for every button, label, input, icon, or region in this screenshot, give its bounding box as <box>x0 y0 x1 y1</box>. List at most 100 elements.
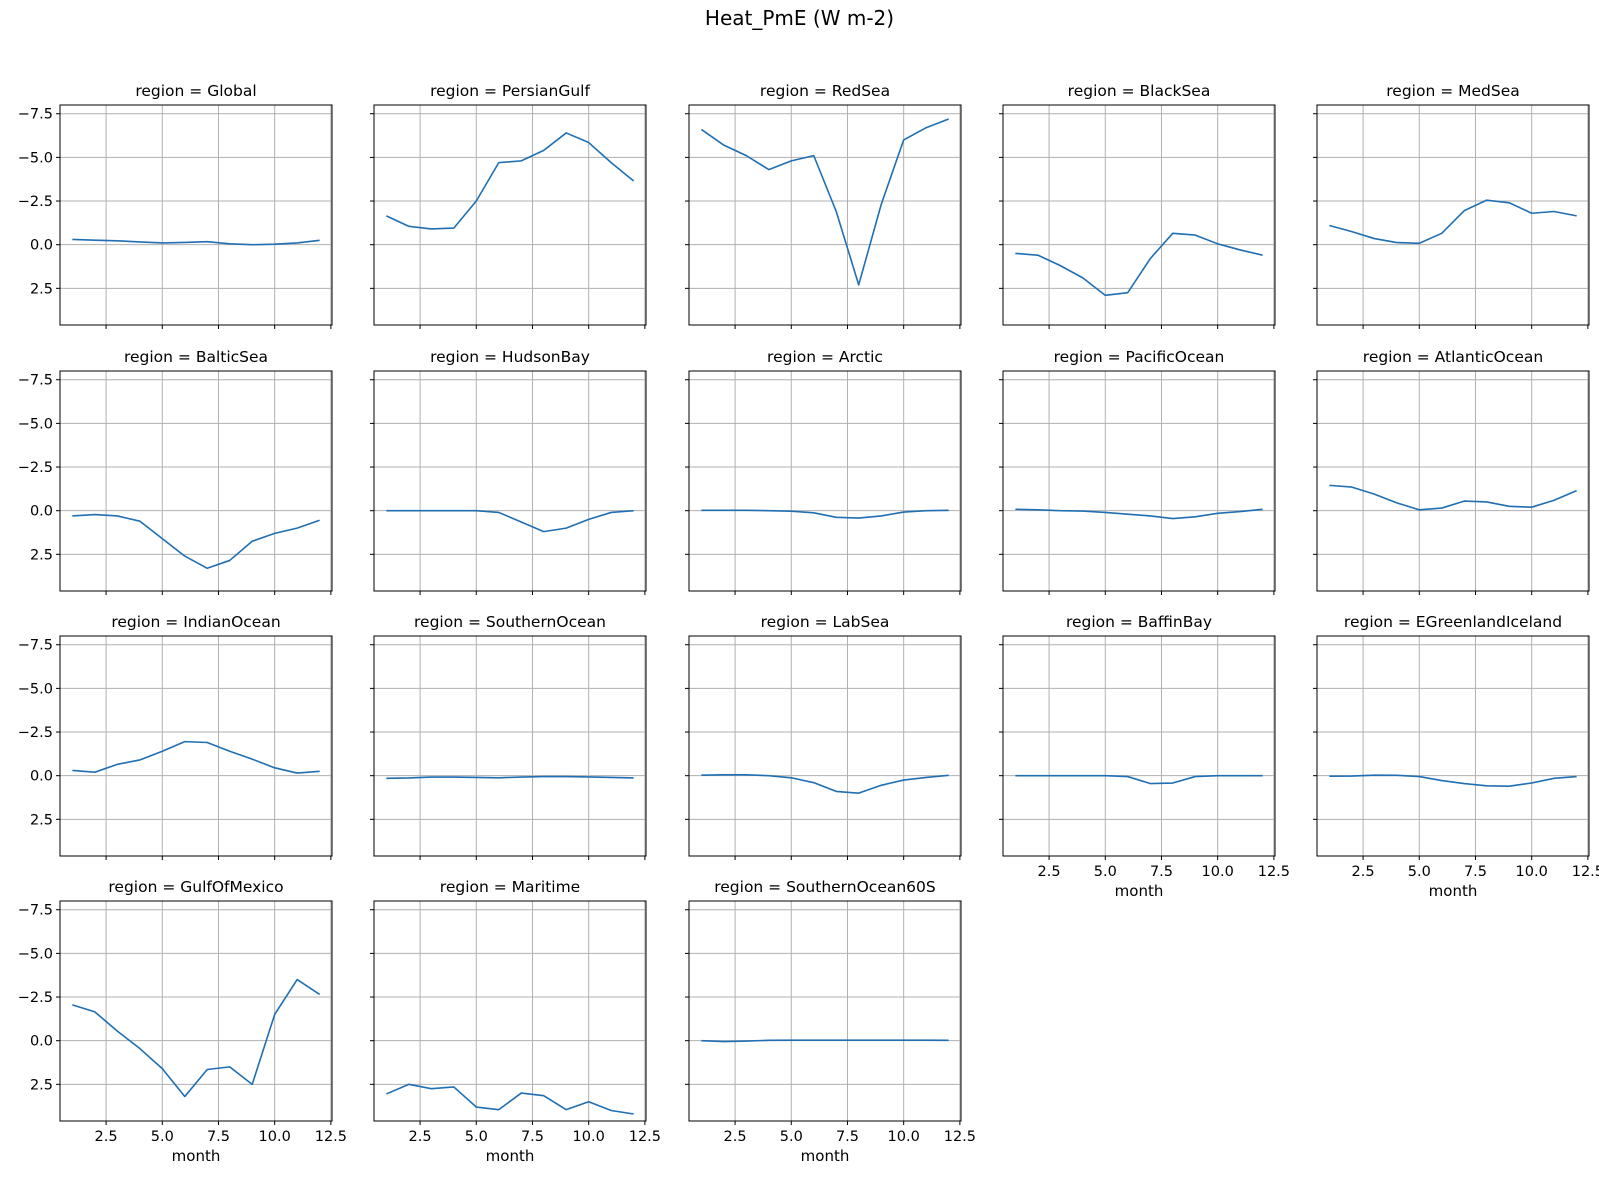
axes-frame <box>1316 370 1590 592</box>
series-line <box>1329 199 1577 245</box>
panel-title: region = Arctic <box>767 348 883 366</box>
panel-title: region = BalticSea <box>124 348 268 366</box>
x-tick-label: 12.5 <box>315 1129 347 1145</box>
panel-title: region = AtlanticOcean <box>1363 348 1543 366</box>
y-tick-label: 2.5 <box>30 1077 53 1093</box>
series-line <box>701 774 949 794</box>
panel-title: region = GulfOfMexico <box>108 878 283 896</box>
y-tick-label: −7.5 <box>18 107 53 123</box>
y-tick-label: −2.5 <box>18 194 53 210</box>
y-tick-label: 0.0 <box>30 1034 53 1050</box>
y-tick-label: 2.5 <box>30 547 53 563</box>
y-tick-label: 0.0 <box>30 504 53 520</box>
panel-title: region = Maritime <box>440 878 580 896</box>
axes-frame <box>59 370 333 592</box>
y-tick-label: −5.0 <box>18 681 53 697</box>
series-line <box>72 740 320 774</box>
x-tick-label: 5.0 <box>780 1129 803 1145</box>
series-line <box>700 118 949 286</box>
x-axis-label: month <box>1429 882 1478 900</box>
axes-frame <box>1002 635 1276 857</box>
x-tick-label: 7.5 <box>1150 864 1173 880</box>
series-line <box>72 238 320 246</box>
y-tick-label: −2.5 <box>18 725 53 741</box>
axes-frame <box>688 370 962 592</box>
axes-frame <box>373 635 647 857</box>
y-tick-label: −2.5 <box>18 990 53 1006</box>
y-tick-label: 0.0 <box>30 769 53 785</box>
x-tick-label: 7.5 <box>521 1129 544 1145</box>
panel-5: region = MedSea <box>1313 82 1590 329</box>
series-line <box>1015 508 1263 520</box>
x-tick-label: 10.0 <box>888 1129 920 1145</box>
panel-title: region = IndianOcean <box>111 613 280 631</box>
y-tick-label: 2.5 <box>30 281 53 297</box>
axes-frame <box>59 104 333 326</box>
axes-frame <box>373 900 647 1122</box>
x-axis-label: month <box>172 1147 221 1165</box>
y-tick-label: −7.5 <box>18 373 53 389</box>
axes-frame <box>59 635 333 857</box>
y-tick-label: −2.5 <box>18 460 53 476</box>
x-tick-label: 5.0 <box>465 1129 488 1145</box>
x-tick-label: 2.5 <box>1352 864 1375 880</box>
y-tick-label: 0.0 <box>30 238 53 254</box>
axes-frame <box>59 900 333 1122</box>
panel-14: 2.5 5.0 7.5 10.0 12.5 month region = BaffinBay <box>999 613 1290 900</box>
x-tick-label: 7.5 <box>836 1129 859 1145</box>
panel-7: region = HudsonBay <box>370 348 647 595</box>
figure-title: Heat_PmE (W m-2) <box>704 6 895 30</box>
axes-frame <box>688 635 962 857</box>
panel-10: region = AtlanticOcean <box>1313 348 1590 595</box>
panel-15: 2.5 5.0 7.5 10.0 12.5 month region = EGreenlan… <box>1313 613 1599 900</box>
series-line <box>1015 232 1263 297</box>
x-tick-label: 12.5 <box>629 1129 661 1145</box>
x-tick-label: 12.5 <box>1258 864 1290 880</box>
x-tick-label: 10.0 <box>259 1129 291 1145</box>
panel-title: region = MedSea <box>1386 82 1519 100</box>
panel-title: region = RedSea <box>760 82 890 100</box>
panel-title: region = EGreenlandIceland <box>1344 613 1562 631</box>
y-tick-label: −5.0 <box>18 150 53 166</box>
panel-13: region = LabSea <box>685 613 962 860</box>
axes-frame <box>688 900 962 1122</box>
y-tick-label: −5.0 <box>18 946 53 962</box>
x-tick-label: 12.5 <box>1572 864 1599 880</box>
panel-2: region = PersianGulf <box>370 82 647 329</box>
x-tick-label: 5.0 <box>1408 864 1431 880</box>
panel-3: region = RedSea <box>685 82 962 329</box>
x-axis-label: month <box>801 1147 850 1165</box>
panel-title: region = BlackSea <box>1068 82 1211 100</box>
y-tick-label: −5.0 <box>18 416 53 432</box>
panel-title: region = PersianGulf <box>430 82 590 100</box>
series-line <box>1329 484 1577 511</box>
x-tick-label: 5.0 <box>1094 864 1117 880</box>
axes-frame <box>688 104 962 326</box>
x-tick-label: 5.0 <box>151 1129 174 1145</box>
axes-frame <box>373 104 647 326</box>
x-tick-label: 10.0 <box>1516 864 1548 880</box>
axes-frame <box>1316 104 1590 326</box>
series-line <box>1329 774 1577 787</box>
x-tick-label: 10.0 <box>1202 864 1234 880</box>
x-tick-label: 2.5 <box>1038 864 1061 880</box>
x-tick-label: 10.0 <box>573 1129 605 1145</box>
panel-11: −7.5 −5.0 −2.5 0.0 2.5 region = IndianOcean <box>18 613 333 860</box>
axes-frame <box>373 370 647 592</box>
y-tick-label: −7.5 <box>18 903 53 919</box>
y-tick-label: −7.5 <box>18 638 53 654</box>
series-line <box>386 1083 634 1115</box>
panel-18: 2.5 5.0 7.5 10.0 12.5 month region = SouthernO… <box>685 878 976 1165</box>
panel-1: −7.5 −5.0 −2.5 0.0 2.5 region = Global <box>18 82 333 329</box>
x-tick-label: 2.5 <box>724 1129 747 1145</box>
x-tick-label: 12.5 <box>944 1129 976 1145</box>
x-tick-label: 7.5 <box>1464 864 1487 880</box>
series-line <box>72 978 321 1098</box>
panel-12: region = SouthernOcean <box>370 613 647 860</box>
series-line <box>72 513 320 570</box>
panel-6: −7.5 −5.0 −2.5 0.0 2.5 region = BalticSea <box>18 348 333 595</box>
series-line <box>701 1039 949 1043</box>
series-line <box>701 509 949 519</box>
panel-title: region = Global <box>135 82 256 100</box>
